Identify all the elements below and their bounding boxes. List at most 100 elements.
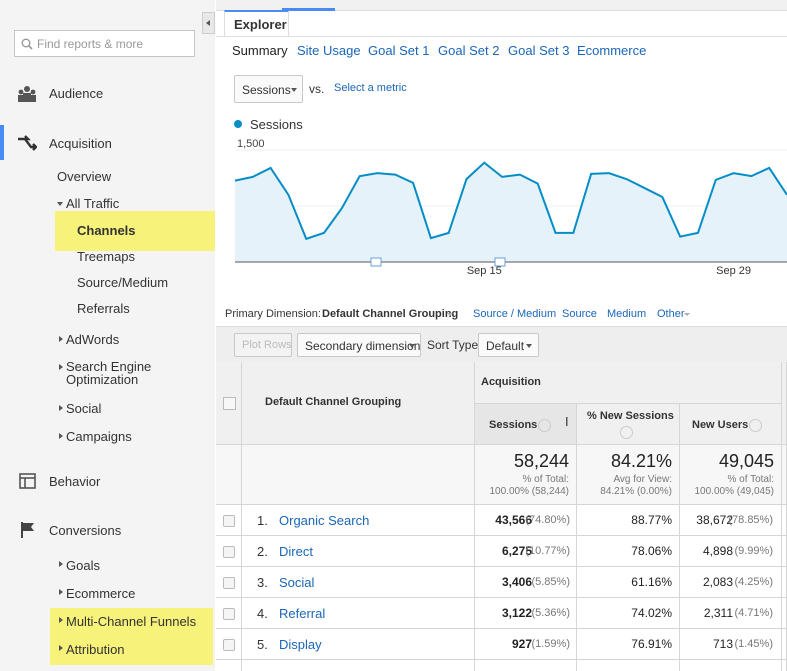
column-header[interactable]: New Users (692, 419, 749, 431)
nav-goals[interactable]: Goals (66, 558, 100, 573)
dimension-option[interactable]: Source / Medium (473, 308, 557, 320)
audience-icon (18, 86, 36, 102)
table-cell (680, 598, 782, 629)
dimension-option[interactable]: Source (562, 308, 597, 320)
checkbox[interactable] (223, 639, 235, 651)
table-cell (242, 598, 475, 629)
nav-referrals[interactable]: Referrals (77, 301, 130, 316)
column-header: Default Channel Grouping (265, 396, 402, 408)
sessions-value: 6,275 (501, 544, 532, 558)
sessions-percent: (5.85%) (531, 576, 570, 588)
subtab[interactable]: Summary (232, 43, 288, 58)
total-sub: 100.00% (49,045) (694, 486, 774, 497)
nav-treemaps[interactable]: Treemaps (77, 249, 136, 264)
checkbox[interactable] (223, 546, 235, 558)
nav-all-traffic[interactable]: All Traffic (66, 196, 120, 211)
group-header: Acquisition (481, 376, 541, 388)
primary-dimension-label: Primary Dimension: (225, 308, 321, 320)
table-cell (577, 445, 680, 505)
collapse-button[interactable] (202, 12, 215, 34)
metric-dropdown[interactable]: Sessions (234, 75, 303, 103)
total-sub: Avg for View: (613, 474, 672, 485)
total-value: 84.21% (610, 451, 672, 471)
progress-bar (282, 8, 335, 11)
dimension-option[interactable]: Medium (607, 308, 647, 320)
select-metric[interactable]: Select a metric (334, 82, 407, 94)
table-cell (475, 629, 577, 660)
nav-audience[interactable]: Audience (49, 86, 104, 101)
collapse-arrow (59, 336, 63, 342)
nav-attribution[interactable]: Attribution (66, 642, 125, 657)
column-header[interactable]: % New Sessions (587, 410, 674, 422)
table-cell (475, 598, 577, 629)
nav-adwords[interactable]: AdWords (66, 332, 120, 347)
table-cell (216, 660, 242, 671)
table-cell (475, 536, 577, 567)
nav-conversions[interactable]: Conversions (49, 523, 122, 538)
dimension-option[interactable]: Other (657, 308, 685, 320)
nav-ecommerce[interactable]: Ecommerce (66, 586, 136, 601)
sessions-value: 3,406 (501, 575, 532, 589)
checkbox[interactable] (223, 515, 235, 527)
table-cell (242, 536, 475, 567)
nav-source-medium[interactable]: Source/Medium (77, 275, 169, 290)
tab[interactable]: Explorer (224, 10, 289, 37)
sort-dropdown[interactable]: Default (478, 333, 539, 357)
new-users-percent: (4.25%) (734, 576, 773, 588)
checkbox[interactable] (223, 608, 235, 620)
new-users-value: 4,898 (702, 544, 733, 558)
subtab[interactable]: Goal Set 1 (368, 43, 430, 58)
collapse-arrow (59, 561, 63, 567)
subtab[interactable]: Goal Set 3 (508, 43, 570, 58)
checkbox[interactable] (223, 577, 235, 589)
conversions-icon (21, 522, 34, 538)
nav-social[interactable]: Social (66, 401, 102, 416)
row-link[interactable]: Referral (279, 606, 326, 621)
subtab[interactable]: Site Usage (297, 43, 361, 58)
button-label: Default (486, 339, 525, 353)
plot-rows-button[interactable]: Plot Rows (234, 333, 292, 357)
behavior-icon (19, 473, 36, 489)
subtab[interactable]: Ecommerce (577, 43, 647, 58)
top-strip (216, 0, 787, 11)
table-cell (577, 536, 680, 567)
table-cell (242, 660, 475, 671)
row-link[interactable]: Social (279, 575, 315, 590)
new-users-value: 2,311 (703, 606, 733, 620)
row-index: 5. (257, 637, 268, 652)
caret (447, 313, 453, 316)
checkbox[interactable] (223, 397, 236, 410)
column-header[interactable]: Sessions (489, 419, 538, 431)
row-link[interactable]: Display (279, 637, 322, 652)
search-box[interactable]: Find reports & more (14, 30, 195, 57)
nav-overview[interactable]: Overview (57, 169, 112, 184)
row-index: 4. (257, 606, 268, 621)
sidebar (0, 0, 215, 671)
nav-mcf[interactable]: Multi-Channel Funnels (66, 614, 197, 629)
row-link[interactable]: Organic Search (279, 513, 370, 528)
button-label: Plot Rows (242, 339, 292, 351)
subtab[interactable]: Goal Set 2 (438, 43, 500, 58)
nav-campaigns[interactable]: Campaigns (66, 429, 132, 444)
table-cell (216, 567, 242, 598)
total-sub: 84.21% (0.00%) (600, 486, 672, 497)
legend-swatch (234, 120, 242, 128)
help-icon (749, 419, 762, 432)
dimension-option[interactable]: Default Channel Grouping (322, 308, 459, 320)
nav-seo[interactable]: Search Engine Optimization (66, 359, 152, 387)
collapse-arrow (59, 645, 63, 651)
button-label: Secondary dimension (305, 339, 421, 353)
search-placeholder: Find reports & more (37, 37, 144, 51)
secondary-dimension[interactable]: Secondary dimension (297, 333, 421, 357)
sort-arrow[interactable] (563, 417, 571, 429)
nav-acquisition[interactable]: Acquisition (49, 136, 112, 151)
x-tick-label: Sep 29 (716, 265, 751, 277)
nav-behavior[interactable]: Behavior (49, 474, 101, 489)
table-cell (475, 567, 577, 598)
table-cell (577, 629, 680, 660)
active-indicator (0, 125, 4, 160)
nav-channels[interactable]: Channels (77, 223, 136, 238)
row-link[interactable]: Direct (279, 544, 313, 559)
table-cell (577, 505, 680, 536)
